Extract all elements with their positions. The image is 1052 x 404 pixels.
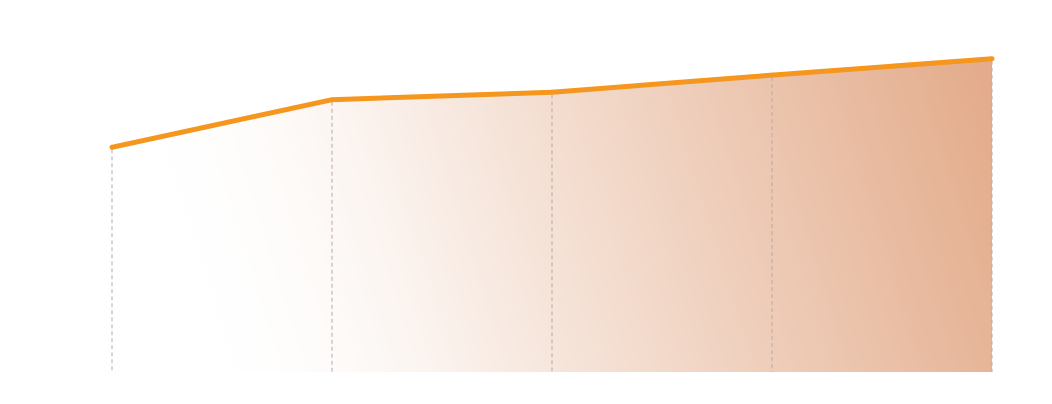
data-point-3 [549, 89, 555, 95]
data-point-4 [769, 72, 775, 78]
data-point-1 [109, 144, 115, 150]
data-point-5 [989, 56, 995, 62]
data-point-2 [329, 97, 335, 103]
